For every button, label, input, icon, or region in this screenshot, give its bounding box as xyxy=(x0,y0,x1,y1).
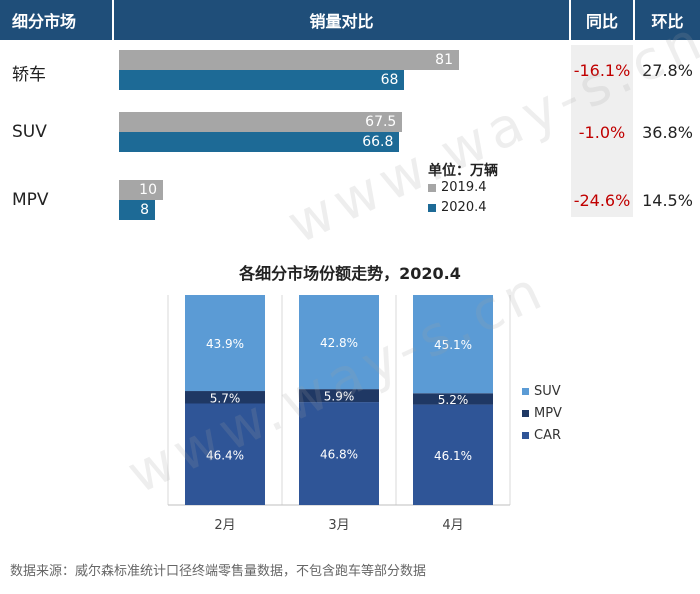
mom-value-1: 36.8% xyxy=(642,123,693,142)
share-legend-label-suv: SUV xyxy=(534,384,561,399)
share-bar-suv-0 xyxy=(185,295,265,392)
bar-2020-0: 68 xyxy=(119,70,405,90)
share-label-suv-2: 45.1% xyxy=(434,338,472,352)
bar-2020-2: 8 xyxy=(119,200,155,220)
share-bar-car-1 xyxy=(299,402,379,505)
share-label-mpv-2: 5.2% xyxy=(438,393,469,407)
share-label-car-2: 46.1% xyxy=(434,449,472,463)
share-label-car-1: 46.8% xyxy=(320,448,358,462)
bar-2019-0: 81 xyxy=(119,50,459,70)
share-bar-car-2 xyxy=(413,404,493,505)
share-chart: 46.4% 5.7% 43.9% 2月 46.8% 5.9% 42.8% 3月 46.1% 5.2… xyxy=(167,295,562,533)
x-tick-1: 3月 xyxy=(328,518,349,533)
legend-2020-label: 2020.4 xyxy=(441,200,487,215)
row-label-1: SUV xyxy=(12,122,47,142)
yoy-value-0: -16.1% xyxy=(573,61,631,80)
legend-2019-swatch xyxy=(428,183,436,192)
header-segment: 细分市场 xyxy=(0,0,112,40)
unit-label: 单位：万辆 xyxy=(428,163,498,179)
row-label-0: 轿车 xyxy=(12,65,46,85)
bar-2019-2: 10 xyxy=(119,180,163,200)
share-label-mpv-1: 5.9% xyxy=(324,390,355,404)
x-tick-2: 4月 xyxy=(442,518,463,533)
share-legend-swatch-car xyxy=(522,432,529,439)
share-label-mpv-0: 5.7% xyxy=(210,391,241,405)
share-bar-car-0 xyxy=(185,403,265,505)
share-legend-swatch-suv xyxy=(522,388,529,395)
yoy-value-2: -24.6% xyxy=(573,191,631,210)
share-bar-mpv-2 xyxy=(413,393,493,405)
source-note: 数据来源：威尔森标准统计口径终端零售量数据，不包含跑车等部分数据 xyxy=(10,564,427,579)
share-chart-title: 各细分市场份额走势，2020.4 xyxy=(239,264,461,283)
header-mom: 环比 xyxy=(635,0,700,40)
share-legend-label-car: CAR xyxy=(534,428,561,443)
legend-2019-label: 2019.4 xyxy=(441,180,487,195)
mom-value-0: 27.8% xyxy=(642,61,693,80)
mom-value-2: 14.5% xyxy=(642,191,693,210)
legend-2020: 2020.4 xyxy=(428,200,487,215)
row-label-2: MPV xyxy=(12,190,49,210)
share-bar-mpv-1 xyxy=(299,389,379,403)
share-label-car-0: 46.4% xyxy=(206,448,244,462)
yoy-column-shade xyxy=(571,45,633,217)
legend-2019: 2019.4 xyxy=(428,180,487,195)
share-label-suv-0: 43.9% xyxy=(206,337,244,351)
bar-2020-1: 66.8 xyxy=(119,132,400,152)
legend-2020-swatch xyxy=(428,203,436,212)
header-sales: 销量对比 xyxy=(114,0,569,40)
share-bar-suv-2 xyxy=(413,295,493,394)
share-bar-mpv-0 xyxy=(185,391,265,404)
x-tick-0: 2月 xyxy=(214,518,235,533)
share-label-suv-1: 42.8% xyxy=(320,336,358,350)
bar-2019-1: 67.5 xyxy=(119,112,403,132)
yoy-value-1: -1.0% xyxy=(578,123,626,142)
share-legend-swatch-mpv xyxy=(522,410,529,417)
header-yoy: 同比 xyxy=(571,0,633,40)
share-bar-suv-1 xyxy=(299,295,379,390)
share-legend-label-mpv: MPV xyxy=(534,406,562,421)
